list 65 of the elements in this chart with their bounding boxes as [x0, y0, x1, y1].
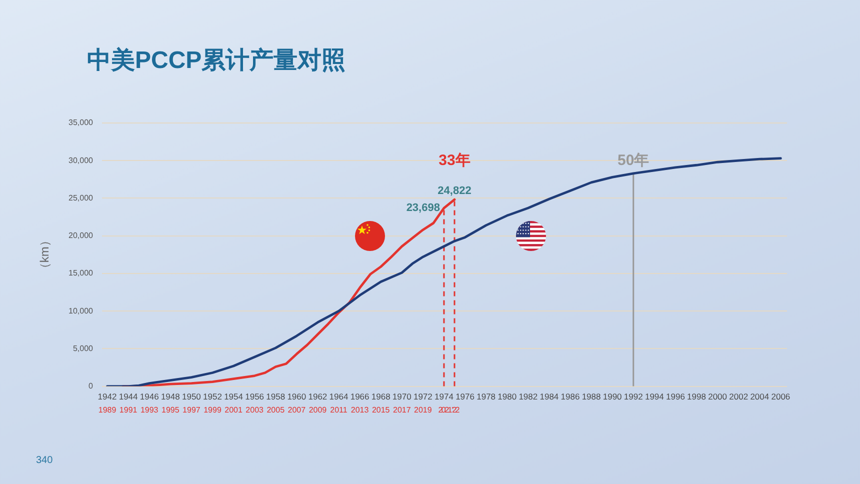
x-tick-label: 1972	[413, 392, 433, 402]
x-tick-label: 1978	[476, 392, 496, 402]
x-tick-label: 1984	[540, 392, 559, 402]
x-tick-label: 1988	[582, 392, 602, 402]
x2-tick-label: 2017	[392, 406, 412, 415]
x-tick-label: 1996	[666, 392, 686, 402]
x-tick-label: 1956	[245, 392, 264, 402]
x-tick-label: 1992	[624, 392, 644, 402]
ref-line-label: 50年	[618, 152, 650, 170]
x-tick-label: 1944	[118, 392, 138, 402]
x2-tick-label: 2003	[246, 406, 264, 415]
data-label: 23,698	[406, 202, 440, 214]
x-tick-label: 2000	[708, 392, 728, 402]
x-tick-label: 1970	[392, 392, 412, 402]
x-tick-label: 1950	[182, 392, 202, 402]
x-tick-label: 1952	[203, 392, 222, 402]
y-tick-label: 0	[88, 382, 94, 391]
x-tick-label: 1942	[98, 392, 117, 402]
x2-tick-label: 2007	[288, 406, 306, 415]
x2-tick-label: 2013	[350, 406, 370, 415]
x2-tick-label: 2005	[266, 406, 286, 415]
x-tick-label: 2002	[729, 392, 748, 402]
x2-tick-label: 2015	[372, 406, 390, 415]
x-tick-label: 1962	[308, 392, 328, 402]
x-tick-label: 1994	[644, 392, 664, 402]
x2-tick-label: 1993	[140, 406, 159, 415]
x-tick-label: 1958	[266, 392, 286, 402]
x-tick-label: 2006	[771, 392, 790, 402]
y-tick-label: 30,000	[68, 156, 94, 165]
x-tick-label: 1954	[224, 392, 244, 402]
x2-tick-label: 2011	[330, 406, 348, 415]
y-tick-label: 10,000	[68, 306, 94, 316]
x-tick-label: 1974	[434, 392, 454, 402]
y-tick-label: 15,000	[68, 268, 94, 278]
x-tick-label: 1986	[560, 392, 580, 402]
x-tick-label: 1998	[687, 392, 706, 402]
x2-tick-label: 1989	[98, 406, 117, 415]
chart-title: 中美PCCP累计产量对照	[87, 46, 346, 76]
x2-tick-label: 1997	[182, 406, 201, 415]
x-tick-label: 1946	[140, 392, 160, 402]
data-label: 24,822	[438, 185, 472, 198]
x2-tick-label: 1995	[161, 406, 180, 415]
y-tick-label: 35,000	[68, 118, 94, 128]
x-tick-label: 1976	[456, 392, 475, 402]
y-tick-label: 25,000	[68, 193, 94, 202]
x-tick-label: 1982	[518, 392, 538, 402]
y-tick-label: 5,000	[72, 344, 94, 353]
x-tick-label: 1964	[329, 392, 348, 402]
x2-tick-label: 2019	[414, 406, 432, 415]
y-tick-label: 20,000	[68, 231, 94, 240]
x-tick-label: 1948	[160, 392, 180, 402]
x2-tick-label: 1999	[204, 406, 222, 415]
x-tick-label: 1990	[602, 392, 622, 402]
x2-tick-label: 2009	[308, 406, 328, 415]
text: 340	[36, 455, 53, 466]
x-tick-label: 2004	[750, 392, 770, 402]
x-tick-label: 1960	[287, 392, 306, 402]
ref-line-label: 33年	[438, 152, 470, 170]
x-tick-label: 1968	[371, 392, 391, 402]
x2-tick-label: '22	[452, 406, 460, 415]
x-tick-label: 1966	[350, 392, 370, 402]
x2-tick-label: 1991	[119, 406, 138, 415]
y-axis-title: （km）	[38, 234, 52, 275]
x2-tick-label: 2001	[224, 406, 243, 415]
x-tick-label: 1980	[498, 392, 517, 402]
